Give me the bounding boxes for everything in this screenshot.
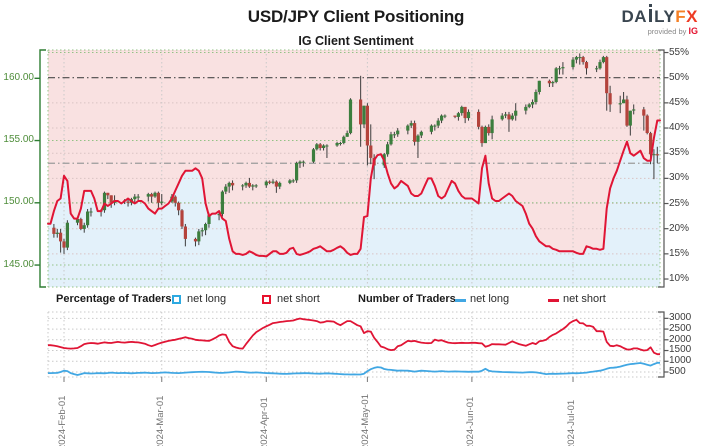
count-tick-2500: 2500 (669, 323, 692, 334)
pct-tick-15: 15% (669, 248, 690, 259)
count-tick-1000: 1000 (669, 355, 692, 366)
date-tick-may: 2024-May-01 (360, 394, 371, 446)
ig-logo: IG (688, 26, 698, 36)
pct-tick-40: 40% (669, 122, 690, 133)
count-tick-2000: 2000 (669, 334, 692, 345)
price-tick-160: 160.00 (3, 72, 34, 83)
date-tick-mar: 2024-Mar-01 (155, 395, 166, 446)
count-tick-3000: 3000 (669, 312, 692, 323)
pct-tick-20: 20% (669, 223, 690, 234)
legend-number-heading: Number of Traders (358, 293, 456, 305)
price-tick-155: 155.00 (3, 134, 34, 145)
page-title: USD/JPY Client Positioning (247, 7, 465, 26)
chart-subtitle: IG Client Sentiment (298, 34, 414, 48)
legend-num-net-short-swatch (548, 299, 559, 302)
legend-num-net-long-swatch (455, 299, 466, 302)
count-tick-500: 500 (669, 366, 686, 377)
dailyfx-wordmark: DA LYFX (621, 4, 698, 26)
legend-num-net-long-label: net long (470, 293, 510, 305)
pct-tick-30: 30% (669, 172, 690, 183)
legend-num-net-short-label: net short (563, 293, 606, 305)
logo-i-bar-icon (649, 4, 653, 22)
date-tick-jul: 2024-Jul-01 (566, 399, 577, 446)
legend-pct-net-short-label: net short (277, 293, 320, 305)
legend-pct-net-long-label: net long (187, 293, 227, 305)
pct-tick-50: 50% (669, 72, 690, 83)
legend-percentage-heading: Percentage of Traders (56, 293, 172, 305)
dailyfx-logo: DA LYFX provided by IG (621, 4, 698, 36)
price-tick-150: 150.00 (3, 196, 34, 207)
price-tick-145: 145.00 (3, 259, 34, 270)
date-tick-apr: 2024-Apr-01 (259, 397, 270, 446)
provided-by-line: provided by IG (647, 26, 698, 36)
pct-tick-10: 10% (669, 273, 690, 284)
pct-tick-45: 45% (669, 97, 690, 108)
legend-pct-net-long-swatch (172, 295, 181, 304)
count-tick-1500: 1500 (669, 344, 692, 355)
pct-tick-35: 35% (669, 147, 690, 158)
legend-pct-net-short-swatch (262, 295, 271, 304)
date-tick-jun: 2024-Jun-01 (465, 396, 476, 446)
pct-tick-55: 55% (669, 47, 690, 58)
pct-tick-25: 25% (669, 198, 690, 209)
date-tick-feb: 2024-Feb-01 (57, 395, 68, 446)
